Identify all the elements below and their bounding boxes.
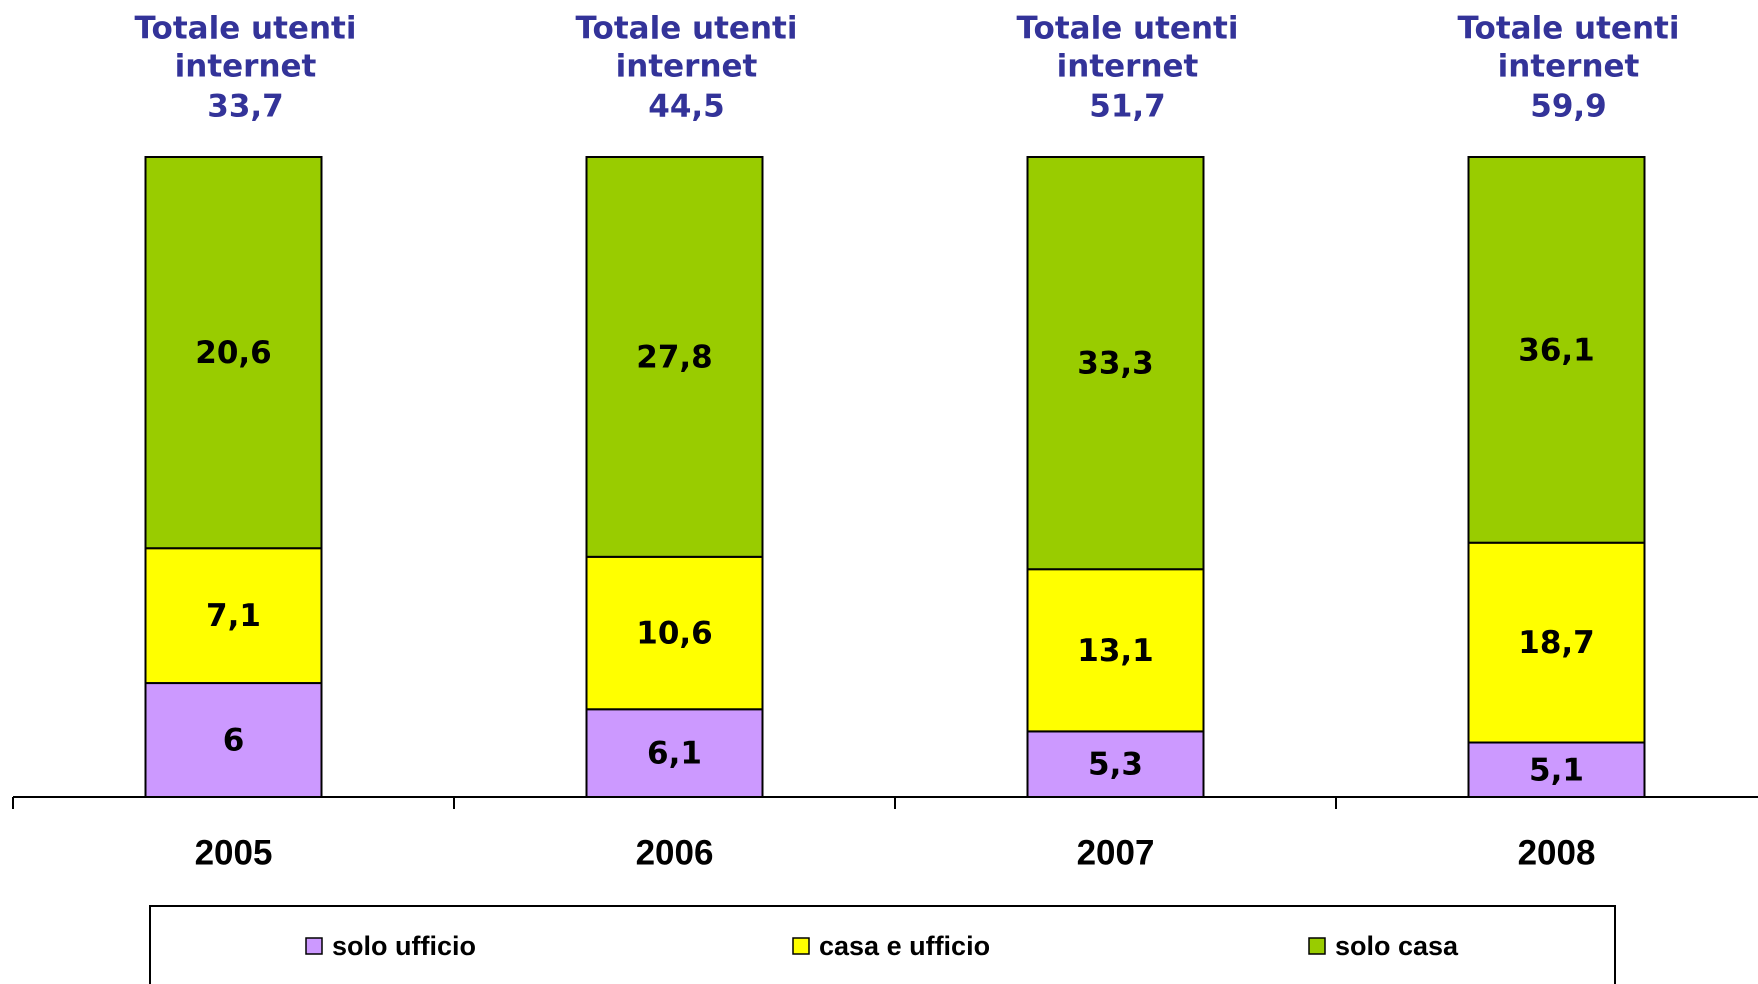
data-label: 27,8 [636,339,713,375]
total-title: internet [1498,49,1640,85]
total-label: 33,7 [207,89,284,125]
bar-segment [1467,156,1646,544]
data-label: 5,3 [1088,747,1143,783]
bar-segment [585,156,764,558]
data-label: 7,1 [206,598,261,634]
total-label: 44,5 [648,89,725,125]
bar-segment [585,708,764,798]
bar-segment [144,682,323,798]
data-label: 10,6 [636,616,713,652]
bar-segment [144,156,323,550]
legend-swatch [1308,937,1326,955]
data-label: 6,1 [647,736,702,772]
bar-segment [1026,156,1205,571]
legend-swatch [792,937,810,955]
legend-label: solo casa [1335,931,1459,961]
total-title: internet [175,49,317,85]
legend-swatch [305,937,323,955]
total-title: Totale utenti [1458,11,1680,47]
data-label: 6 [223,723,245,759]
x-tick-label: 2005 [195,833,273,872]
total-title: Totale utenti [576,11,798,47]
total-title: Totale utenti [1017,11,1239,47]
bar-segment [585,555,764,711]
legend-label: solo ufficio [332,931,476,961]
x-tick-label: 2008 [1518,833,1596,872]
x-tick-label: 2007 [1077,833,1155,872]
total-label: 59,9 [1530,89,1607,125]
data-label: 20,6 [195,335,272,371]
total-label: 51,7 [1089,89,1166,125]
data-label: 13,1 [1077,633,1154,669]
bar-segment [1467,741,1646,798]
data-label: 33,3 [1077,346,1154,382]
bar-segment [144,547,323,685]
data-label: 5,1 [1529,752,1584,788]
data-label: 36,1 [1518,332,1595,368]
total-title: internet [616,49,758,85]
bar-segment [1026,568,1205,733]
legend-label: casa e ufficio [819,931,990,961]
x-tick-label: 2006 [636,833,714,872]
total-title: Totale utenti [135,11,357,47]
total-title: internet [1057,49,1199,85]
data-label: 18,7 [1518,625,1595,661]
legend-box [149,905,1616,984]
